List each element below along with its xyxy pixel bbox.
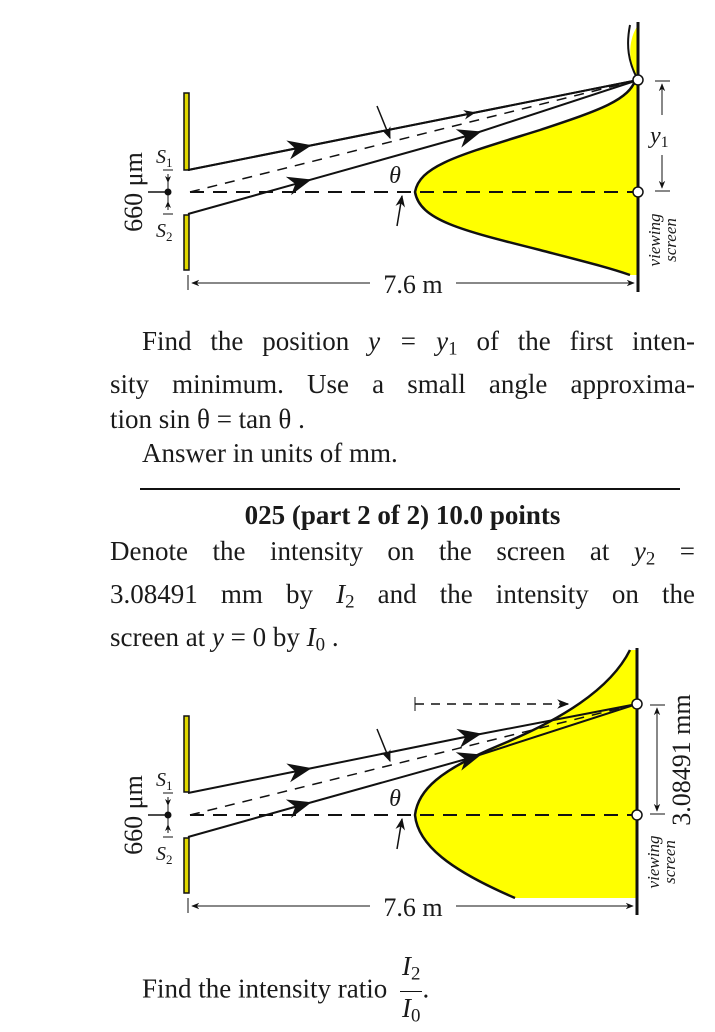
part2-heading: 025 (part 2 of 2) 10.0 points <box>244 500 561 530</box>
ratio-question: Find the intensity ratio I2 I0. <box>142 950 702 1032</box>
double-slit-diagram-1: 7.6 m θ S1 S2 660 μm y1 viewing screen <box>119 22 680 299</box>
answer-units: Answer in units of mm. <box>142 438 398 469</box>
part1-question: Find the position y = y1 of the first in… <box>110 324 695 471</box>
part1-line1: Find the position y = y1 of the first in… <box>142 326 696 360</box>
screen-label-1: viewing <box>645 214 664 267</box>
slit1-label: S1 <box>156 146 173 170</box>
y2-distance-label: 3.08491 mm <box>667 694 696 825</box>
slit2-label: S2 <box>156 220 173 244</box>
screen-label-1: viewing <box>644 836 663 889</box>
part2-line1: Denote the intensity on the screen at y2… <box>110 536 696 570</box>
angle-label: θ <box>389 786 401 812</box>
intensity-fringe <box>415 25 638 275</box>
intensity-ratio-fraction: I2 I0 <box>399 951 423 1027</box>
screen-label-2: screen <box>660 840 679 884</box>
double-slit-diagram-2: 7.6 m θ S1 S2 660 μm 3.08491 mm viewing … <box>119 648 696 922</box>
distance-label: 7.6 m <box>383 893 442 922</box>
part1-line2: sity minimum. Use a small angle approxim… <box>110 369 695 400</box>
slit-separation-label: 660 μm <box>119 775 148 855</box>
part1-line3: tion sin θ = tan θ . <box>110 403 305 434</box>
y1-label: y1 <box>648 123 669 151</box>
slit2-label: S2 <box>156 843 173 867</box>
angle-label: θ <box>389 163 401 189</box>
slit-separation-label: 660 μm <box>119 152 148 232</box>
screen-label-2: screen <box>661 218 680 262</box>
part2-line2: 3.08491 mm by I2 and the intensity on th… <box>110 579 696 613</box>
part2-line3: screen at y = 0 by I0 . <box>110 622 339 657</box>
intensity-fringe <box>415 650 637 898</box>
section-divider <box>140 488 680 490</box>
part2-description: Denote the intensity on the screen at y2… <box>110 534 695 664</box>
distance-label: 7.6 m <box>383 270 442 299</box>
slit1-label: S1 <box>156 769 173 793</box>
